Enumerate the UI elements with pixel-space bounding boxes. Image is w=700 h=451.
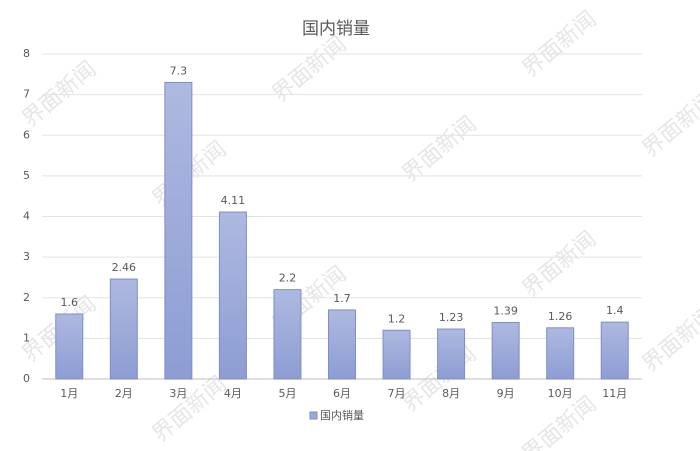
bar [600,321,629,380]
x-tick-label: 2月 [115,387,133,400]
legend-label: 国内销量 [320,408,364,422]
data-label: 2.46 [112,261,137,274]
y-tick-label: 2 [23,291,30,304]
watermark: 界面新闻 [148,372,231,448]
data-label: 1.4 [606,304,624,317]
bar [382,329,411,380]
watermark: 界面新闻 [638,87,700,163]
data-label: 2.2 [279,272,297,285]
x-tick-label: 8月 [442,387,460,400]
bar [164,81,193,380]
watermark: 界面新闻 [268,32,351,108]
x-tick-label: 1月 [60,387,78,400]
data-label: 1.2 [388,312,406,325]
data-label: 7.3 [170,64,188,77]
bar [218,211,247,380]
legend-swatch [309,411,318,420]
x-tick-label: 5月 [278,387,296,400]
y-tick-label: 5 [23,169,30,182]
data-label: 1.23 [439,311,464,324]
chart-title: 国内销量 [302,19,370,39]
watermark: 界面新闻 [518,392,601,451]
y-tick-label: 3 [23,250,30,263]
bar [491,322,520,380]
x-tick-label: 9月 [497,387,515,400]
data-label: 1.39 [493,305,518,318]
data-label: 1.6 [61,296,79,309]
y-tick-label: 4 [23,210,30,223]
x-tick-label: 11月 [602,387,627,400]
data-label: 4.11 [221,194,246,207]
x-tick-label: 6月 [333,387,351,400]
watermark: 界面新闻 [518,227,601,303]
y-tick-label: 7 [23,88,30,101]
y-tick-label: 6 [23,128,30,141]
data-label: 1.26 [548,310,573,323]
x-tick-label: 10月 [548,387,573,400]
bar [109,278,138,380]
y-tick-label: 1 [23,331,30,344]
x-tick-label: 4月 [224,387,242,400]
bar [55,313,84,380]
bar [437,328,466,380]
x-tick-label: 7月 [388,387,406,400]
watermark: 界面新闻 [638,302,700,378]
y-tick-label: 0 [23,372,30,385]
bar [546,327,575,380]
bar [328,309,356,380]
data-label: 1.7 [333,292,351,305]
watermark: 界面新闻 [518,7,601,83]
bar [273,289,302,380]
x-tick-label: 3月 [169,387,187,400]
y-tick-label: 8 [23,47,30,60]
